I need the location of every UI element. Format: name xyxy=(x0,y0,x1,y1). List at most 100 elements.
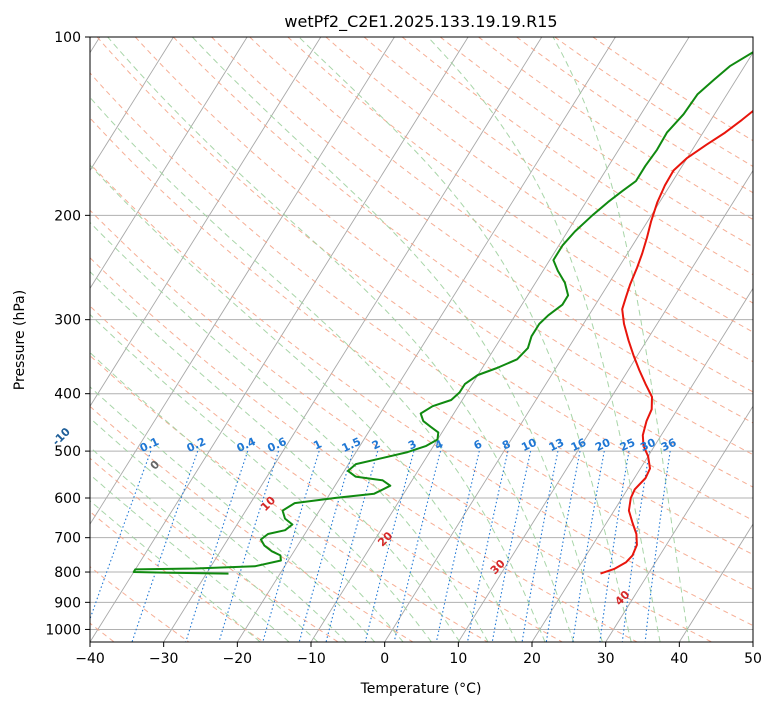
y-tick-label: 100 xyxy=(54,30,81,46)
y-tick-label: 400 xyxy=(54,387,81,403)
y-tick-label: 600 xyxy=(54,491,81,507)
isotherm-line xyxy=(90,37,174,172)
x-tick-label: 30 xyxy=(597,651,615,667)
dry-adiabat-line xyxy=(90,257,638,642)
dry-adiabat-line xyxy=(287,37,753,363)
x-tick-label: −20 xyxy=(223,651,253,667)
moist-adiabat-line xyxy=(90,500,261,642)
x-tick-label: −30 xyxy=(149,651,179,667)
moist-adiabat-line xyxy=(107,37,575,642)
chart-title: wetPf2_C2E1.2025.133.19.19.R15 xyxy=(284,12,557,32)
isotherm-line xyxy=(457,169,753,642)
moist-adiabats xyxy=(90,37,690,642)
moist-adiabat-line xyxy=(90,473,290,642)
isotherm-line xyxy=(605,405,753,642)
mixing-ratio-line xyxy=(364,450,415,642)
x-tick-label: −10 xyxy=(296,651,326,667)
isotherm-line xyxy=(310,37,690,642)
mixing-ratio-label: 36 xyxy=(659,436,679,454)
isotherm-line xyxy=(90,37,322,408)
y-tick-label: 900 xyxy=(54,595,81,611)
mixing-ratio-line xyxy=(90,450,152,621)
profile-series xyxy=(132,51,753,575)
mixing-ratio-line xyxy=(131,450,199,642)
moist-adiabat-line xyxy=(90,221,489,642)
y-tick-label: 1000 xyxy=(45,622,81,638)
dry-adiabat-line xyxy=(134,37,753,488)
moist-adiabat-line xyxy=(90,417,347,642)
isotherm-line xyxy=(90,37,248,290)
moist-adiabat-line xyxy=(90,446,319,642)
moist-adiabat-line xyxy=(427,37,661,642)
dry-adiabat-line xyxy=(90,117,753,591)
y-tick-label: 200 xyxy=(54,208,81,224)
mixing-ratio-line xyxy=(393,450,442,642)
x-tick-label: 0 xyxy=(380,651,389,667)
plot-area xyxy=(90,37,753,642)
y-tick-label: 700 xyxy=(54,531,81,547)
x-tick-label: 50 xyxy=(744,651,762,667)
dry-adiabat-line xyxy=(90,72,753,556)
dry-adiabat-line xyxy=(439,37,753,248)
dry-adiabat-line xyxy=(90,511,264,642)
mixing-ratio-label: 30 xyxy=(638,436,658,454)
dry-adiabat-line xyxy=(363,37,753,304)
mixing-ratio-line xyxy=(218,450,280,642)
isotherm-line xyxy=(163,37,543,642)
dry-adiabat-line xyxy=(249,37,753,393)
x-tick-label: 10 xyxy=(449,651,467,667)
y-tick-label: 800 xyxy=(54,565,81,581)
moist-adiabat-line xyxy=(90,351,404,642)
y-tick-label: 300 xyxy=(54,313,81,329)
isotherm-line xyxy=(384,51,753,642)
moist-adiabat-line xyxy=(90,164,517,642)
isotherm-line xyxy=(678,523,753,642)
dry-adiabat-line xyxy=(90,457,339,642)
moist-adiabat-line xyxy=(552,37,690,642)
y-axis-label: Pressure (hPa) xyxy=(12,290,28,390)
mixing-ratio-label: 16 xyxy=(569,436,589,454)
mixing-ratio-line xyxy=(644,451,671,642)
dry-adiabat-line xyxy=(554,37,753,167)
moist-adiabat-line xyxy=(90,313,432,642)
mixing-ratio-line xyxy=(466,450,509,642)
mixing-ratio-line xyxy=(491,450,532,642)
isotherm-line xyxy=(90,37,469,642)
x-axis-ticks: −40 −30 −20 −10 0 10 20 30 40 50 xyxy=(75,642,762,667)
mixing-ratio-lines xyxy=(90,450,671,642)
x-tick-label: 20 xyxy=(523,651,541,667)
temperature-profile-line xyxy=(600,109,753,575)
dewpoint-profile-line xyxy=(132,51,753,575)
mixing-ratio-line xyxy=(545,450,581,642)
x-tick-label: 40 xyxy=(670,651,688,667)
isotherm-grid xyxy=(90,37,753,642)
dry-adiabat-line xyxy=(478,37,753,221)
plot-frame xyxy=(89,36,754,643)
moist-adiabat-line xyxy=(298,37,632,642)
mixing-ratio-line xyxy=(435,450,480,642)
isotherm-line xyxy=(531,287,753,642)
dry-adiabat-line xyxy=(173,37,753,456)
moist-adiabat-line xyxy=(90,270,461,642)
isotherm-line xyxy=(90,37,395,525)
mixing-ratio-line xyxy=(262,450,320,642)
mixing-ratio-label: 13 xyxy=(547,436,566,454)
y-axis-ticks: 100 200 300 400 500 600 700 800 900 1000 xyxy=(45,30,90,638)
mixing-ratio-line xyxy=(621,451,651,642)
isotherm-line xyxy=(236,37,616,642)
dry-adiabat-line xyxy=(90,163,753,627)
moist-adiabat-line xyxy=(90,96,546,642)
mixing-ratio-label: 10 xyxy=(519,436,539,454)
mixing-ratio-line xyxy=(572,450,605,642)
dry-adiabats xyxy=(90,37,753,642)
isobar-grid xyxy=(90,37,753,630)
x-tick-label: −40 xyxy=(75,651,105,667)
mixing-ratio-label: 25 xyxy=(618,436,637,454)
y-tick-label: 500 xyxy=(54,444,81,460)
dry-adiabat-line xyxy=(90,305,563,642)
mixing-ratio-label: 20 xyxy=(593,436,613,454)
moist-adiabat-line xyxy=(191,37,603,642)
mixing-ratio-line xyxy=(599,451,630,642)
